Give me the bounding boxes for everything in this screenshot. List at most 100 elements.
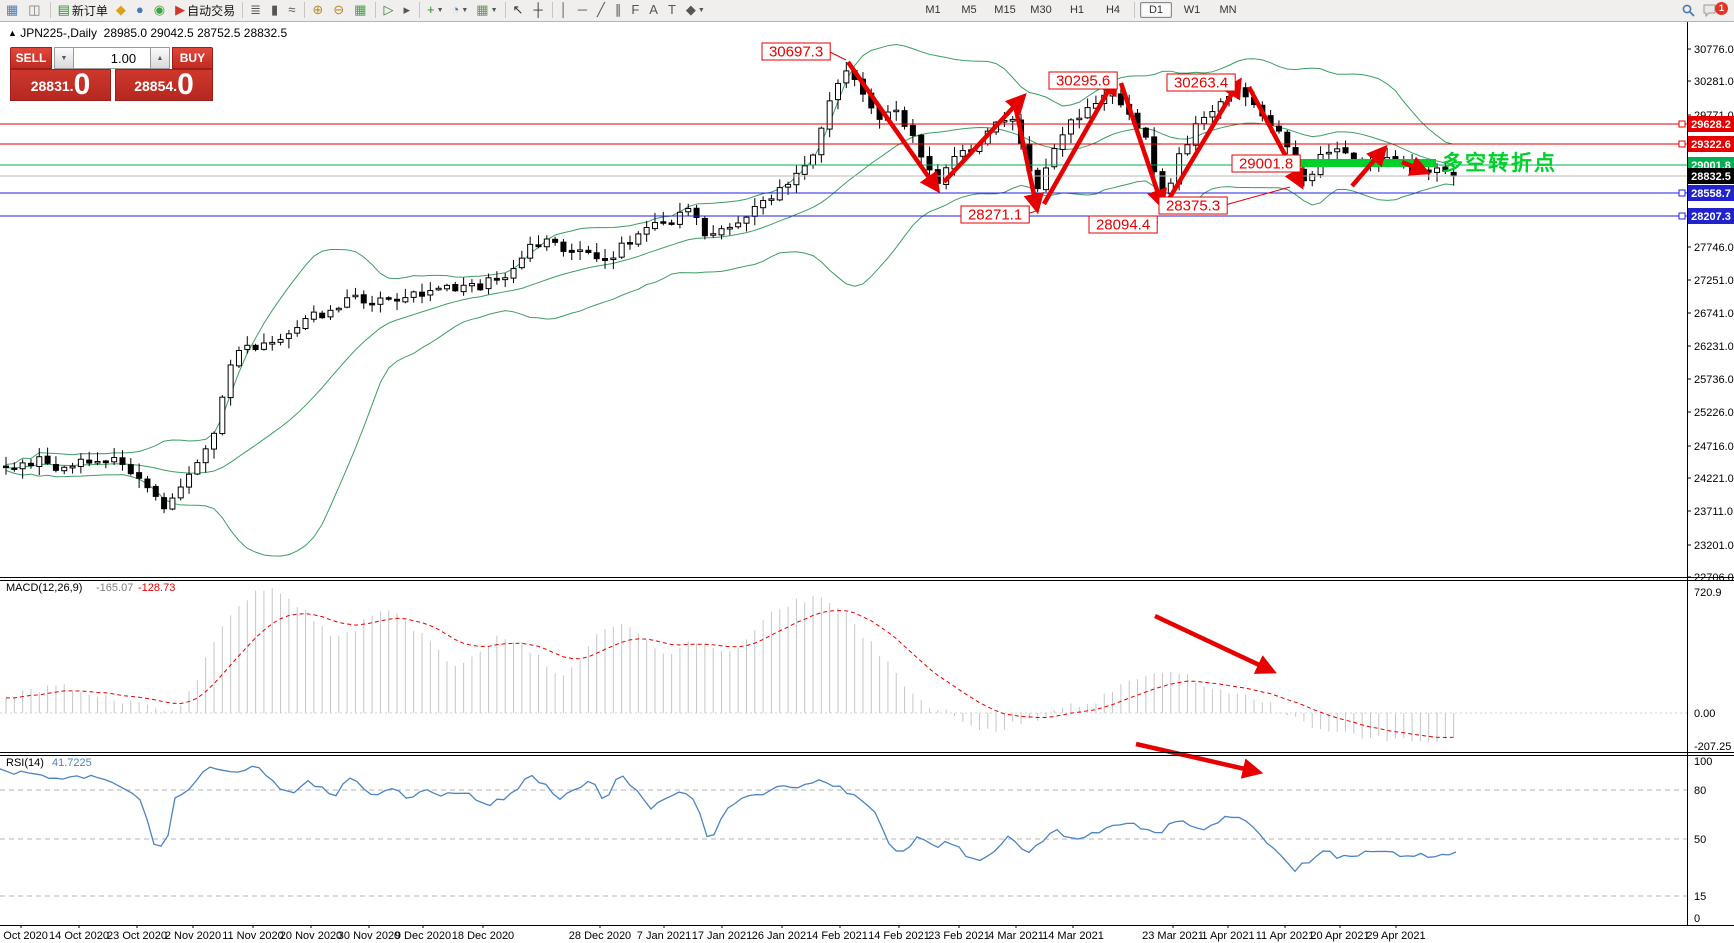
time-axis-label: 26 Jan 2021	[752, 930, 813, 942]
indicators-icon[interactable]: + ▼	[423, 1, 448, 19]
axis-price-chip-text: 28832.5	[1691, 171, 1731, 183]
trendline-icon[interactable]: ╱	[593, 1, 611, 19]
candle-body	[319, 312, 326, 319]
candle-body	[618, 242, 625, 258]
candle-body	[768, 198, 775, 201]
shapes-icon[interactable]: ◆ ▼	[682, 1, 709, 19]
trend-arrow	[1154, 613, 1277, 674]
candle-body	[577, 249, 584, 252]
buy-price-int: 28854	[134, 78, 174, 94]
timeframe-M1[interactable]: M1	[925, 4, 941, 16]
new-chart-icon[interactable]: ▦	[2, 1, 24, 19]
new-order-icon[interactable]: ▤ 新订单	[54, 1, 112, 19]
volume-increase-button[interactable]: ▲	[150, 47, 170, 69]
volume-decrease-button[interactable]: ▼	[54, 47, 74, 69]
templates-icon[interactable]: ▦ ▼	[472, 1, 501, 19]
timeframe-MN[interactable]: MN	[1219, 4, 1237, 16]
trend-arrow	[1011, 99, 1044, 215]
profiles-icon[interactable]: ◫	[24, 1, 46, 19]
hline-icon[interactable]: ─	[574, 1, 593, 19]
candle-body	[369, 302, 376, 306]
line-chart-icon[interactable]: ≈	[284, 1, 301, 19]
gold-icon: ◆	[115, 2, 126, 17]
signals-icon[interactable]: ◉	[150, 1, 171, 19]
timeframe-D1[interactable]: D1	[1140, 2, 1172, 18]
buy-price-tile[interactable]: 28854. 0	[114, 69, 213, 101]
auto-scroll-icon[interactable]: ▷	[379, 1, 399, 19]
zoom-out-icon[interactable]: ⊖	[329, 1, 350, 19]
tile-windows-icon[interactable]: ▦	[350, 1, 372, 19]
templates-icon-dropdown[interactable]: ▼	[490, 6, 498, 14]
time-axis-label: 14 Feb 2021	[868, 930, 930, 942]
gold-icon[interactable]: ◆	[112, 1, 132, 19]
periods-icon-dropdown[interactable]: ▼	[461, 6, 469, 14]
rsi-axis-label: 50	[1694, 834, 1706, 846]
volume-input[interactable]: 1.00	[73, 47, 151, 69]
timeframe-H1[interactable]: H1	[1069, 4, 1085, 16]
community-icon[interactable]: ●	[132, 1, 150, 19]
bar-chart-icon[interactable]: ≣	[246, 1, 267, 19]
pivot-zone-label: 多空转折点	[1442, 151, 1557, 175]
timeframe-M15[interactable]: M15	[994, 4, 1016, 16]
timeframe-M5[interactable]: M5	[961, 4, 977, 16]
candle-body	[1117, 93, 1124, 106]
collapse-icon[interactable]: ▲	[8, 28, 17, 38]
toolbar-separator	[49, 2, 51, 18]
candle-body	[785, 183, 792, 188]
buy-button[interactable]: BUY	[171, 47, 213, 69]
one-click-trading-panel: SELL ▼ 1.00 ▲ BUY 28831. 0 28854. 0	[10, 47, 213, 101]
timeframe-W1[interactable]: W1	[1183, 4, 1201, 16]
trend-arrow	[942, 93, 1027, 184]
time-axis-label: 20 Nov 2020	[280, 930, 342, 942]
indicators-icon-dropdown[interactable]: ▼	[436, 6, 444, 14]
candle-body	[643, 227, 650, 235]
text-icon[interactable]: A	[645, 1, 664, 19]
candle-body	[1442, 166, 1449, 172]
candle-body	[1425, 169, 1432, 173]
autotrade-icon[interactable]: ▶ 自动交易	[171, 1, 239, 19]
candle-body	[1342, 147, 1349, 154]
price-callout-text: 30295.6	[1056, 73, 1110, 90]
candle-body	[801, 165, 808, 175]
search-icon[interactable]	[1678, 1, 1699, 19]
candlestick-icon[interactable]: ▮	[267, 1, 284, 19]
candle-body	[468, 283, 475, 287]
channel-icon[interactable]: ∥	[611, 1, 628, 19]
timeframe-M30[interactable]: M30	[1030, 4, 1052, 16]
crosshair-icon[interactable]: ┼	[529, 1, 548, 19]
zoom-in-icon[interactable]: ⊕	[308, 1, 329, 19]
label-icon[interactable]: T	[664, 1, 682, 19]
candle-body	[252, 344, 259, 351]
rsi-axis-label: 80	[1694, 785, 1706, 797]
callout-tail	[1224, 186, 1291, 206]
new-order-icon-label: 新订单	[71, 3, 108, 18]
candle-body	[194, 462, 201, 475]
candle-body	[835, 82, 841, 101]
vline-icon[interactable]: │	[556, 1, 574, 19]
timeframe-H4[interactable]: H4	[1105, 4, 1121, 16]
candle-body	[1151, 136, 1158, 173]
sell-price-tile[interactable]: 28831. 0	[10, 69, 111, 101]
axis-price-chip-text: 29628.2	[1691, 119, 1731, 131]
macd-value-2: -128.73	[138, 582, 175, 594]
level-line-handle	[1678, 120, 1686, 128]
price-callout-text: 28271.1	[968, 207, 1022, 224]
fibonacci-icon[interactable]: F	[627, 1, 645, 19]
text-icon: A	[649, 2, 658, 17]
shapes-icon-dropdown[interactable]: ▼	[697, 6, 705, 14]
sell-button[interactable]: SELL	[10, 47, 53, 69]
candle-body	[710, 233, 717, 236]
notifications-icon[interactable]: 1	[1699, 1, 1728, 19]
cursor-icon[interactable]: ↖	[509, 1, 530, 19]
time-axis-label: 11 Apr 2021	[1256, 930, 1315, 942]
axis-tick-label: 23711.0	[1694, 506, 1733, 518]
chart-shift-icon[interactable]: ▸	[399, 1, 416, 19]
candle-body	[610, 257, 617, 261]
zoom-in-icon: ⊕	[312, 2, 324, 17]
time-axis-label: 14 Mar 2021	[1042, 930, 1104, 942]
candle-body	[1334, 148, 1341, 153]
candle-body	[102, 460, 109, 464]
periods-icon[interactable]: ◔ ▼	[448, 1, 473, 19]
